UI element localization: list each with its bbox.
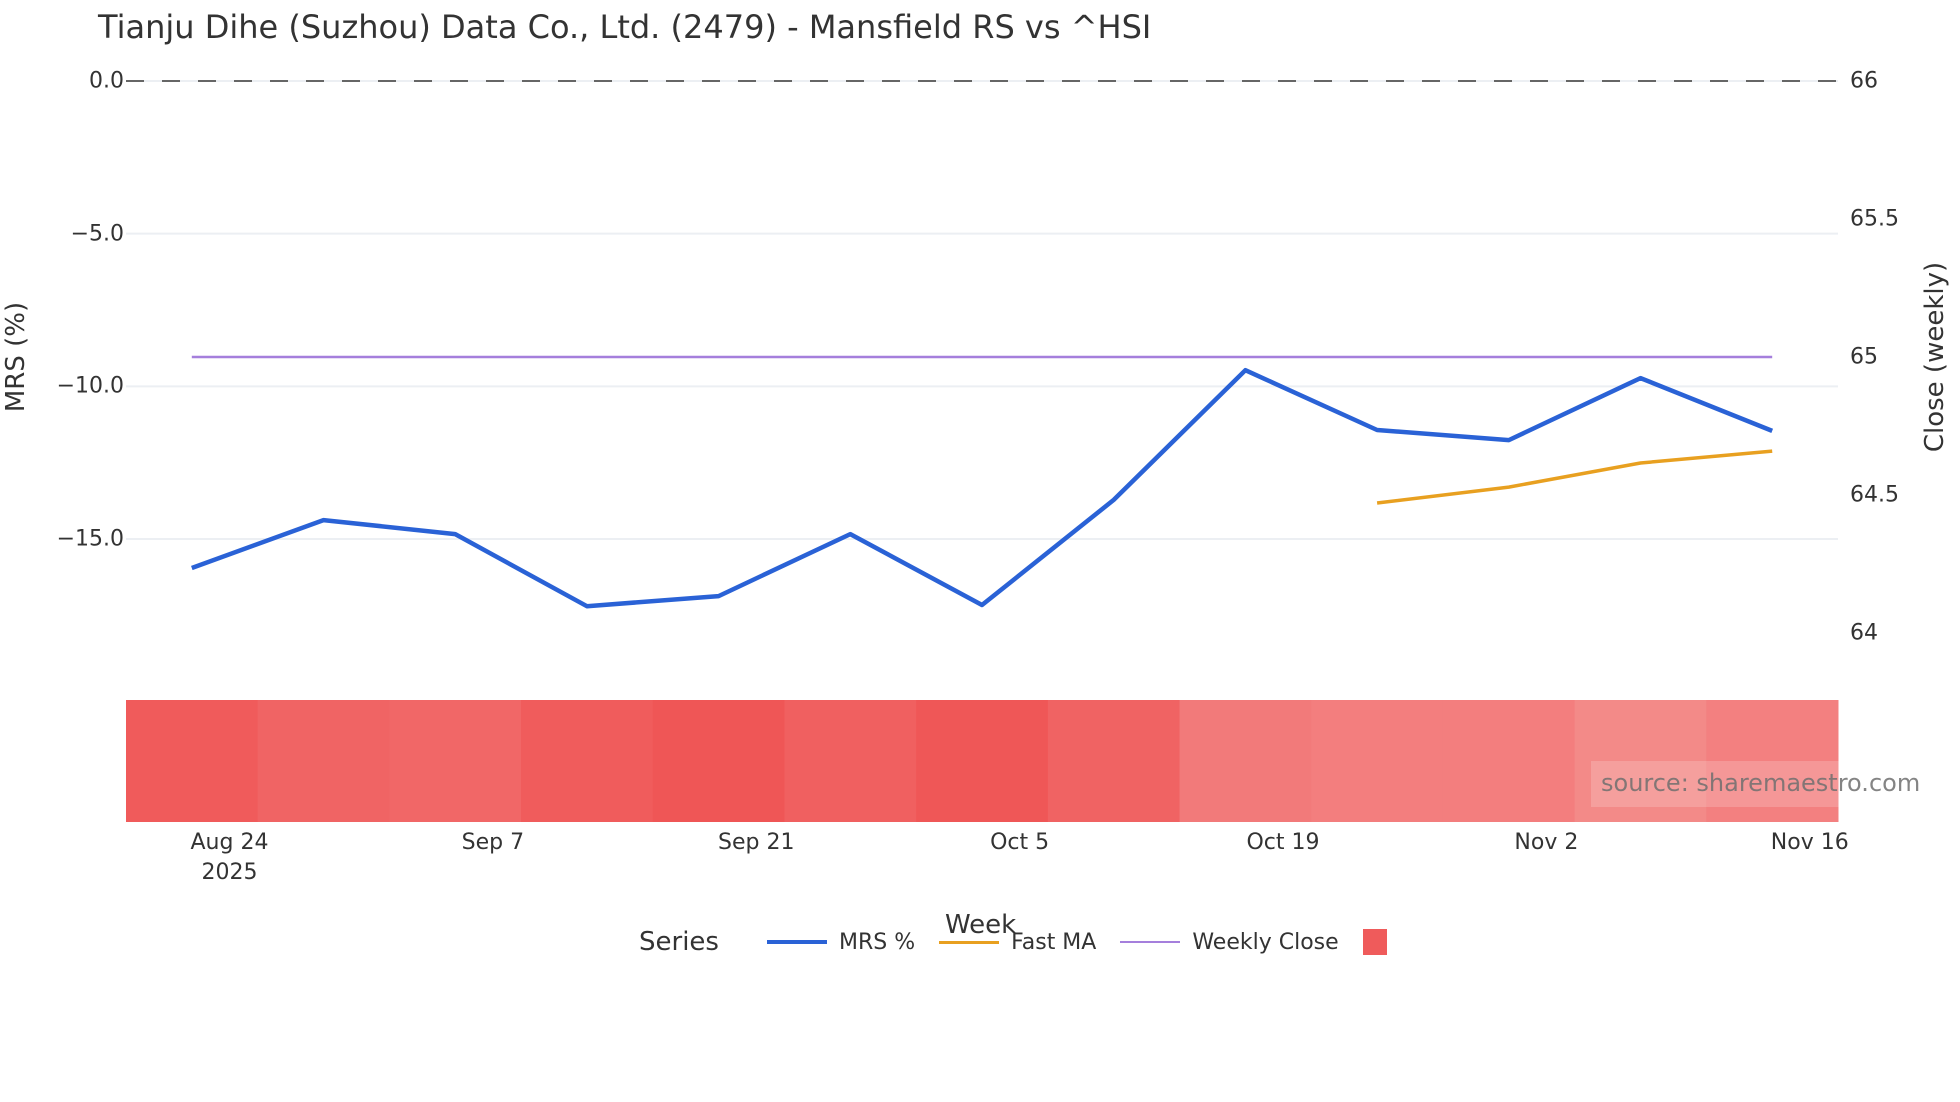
- right-y-tick-label: 64.5: [1850, 482, 1899, 508]
- legend-item[interactable]: Weekly Close: [1120, 929, 1339, 955]
- heatmap-cell: [784, 700, 917, 822]
- x-tick-label: Nov 2: [1514, 828, 1578, 858]
- source-watermark: source: sharemaestro.com: [1601, 769, 1921, 797]
- heatmap-cell: [126, 700, 259, 822]
- legend-item[interactable]: Fast MA: [939, 930, 1096, 955]
- heatmap-cell: [389, 700, 522, 822]
- x-tick-label: Oct 19: [1246, 828, 1319, 858]
- left-y-tick-label: −10.0: [56, 373, 124, 399]
- heatmap-cell: [1574, 700, 1707, 822]
- fast-ma-line: [1376, 449, 1773, 505]
- x-tick-label: Nov 16: [1771, 828, 1849, 858]
- x-tick-date: Aug 24: [190, 830, 269, 855]
- x-tick-label: Aug 24 2025: [190, 828, 268, 888]
- heatmap-cell: [1442, 700, 1576, 822]
- heatmap-cell: [1706, 700, 1839, 822]
- x-tick-date: Oct 19: [1246, 830, 1320, 855]
- legend-label: MRS %: [838, 929, 916, 955]
- x-tick-date: Sep 21: [718, 830, 795, 855]
- left-y-axis-ticks: 0.0 −5.0 −10.0 −15.0: [0, 0, 124, 700]
- legend: Series MRS % Fast MA Weekly Close: [639, 922, 1411, 962]
- heatmap-cell: [916, 700, 1049, 822]
- x-axis-title: Week: [945, 910, 1017, 940]
- legend-line-swatch-icon: [766, 940, 827, 944]
- x-tick-label: Sep 21: [718, 828, 794, 858]
- x-tick-date: Sep 7: [461, 830, 525, 855]
- left-axis-title: MRS (%): [1, 301, 31, 413]
- right-y-tick-label: 65.5: [1850, 206, 1899, 232]
- right-y-axis-ticks: 66 65.5 65 64.5 64: [1850, 0, 1930, 700]
- x-tick-year: 2025: [201, 860, 258, 885]
- x-tick-label: Oct 5: [990, 828, 1049, 858]
- x-tick-label: Sep 7: [462, 828, 524, 858]
- legend-label: Weekly Close: [1192, 929, 1339, 955]
- right-y-tick-label: 65: [1850, 344, 1878, 370]
- source-watermark-box: [1591, 761, 1931, 807]
- chart-title: Tianju Dihe (Suzhou) Data Co., Ltd. (247…: [98, 8, 1152, 46]
- heatmap-cell: [1047, 700, 1181, 822]
- heatmap-cell: [1179, 700, 1312, 822]
- mrs-line: [191, 367, 1774, 609]
- legend-label: Fast MA: [1011, 929, 1097, 955]
- left-y-tick-label: −5.0: [70, 221, 124, 247]
- left-y-tick-label: −15.0: [56, 526, 124, 552]
- left-y-tick-label: 0.0: [89, 68, 124, 94]
- heatmap-cell: [652, 700, 785, 822]
- x-tick-date: Nov 16: [1770, 830, 1849, 855]
- legend-box-swatch-icon: [1362, 929, 1387, 955]
- legend-title: Series: [639, 927, 719, 957]
- legend-item[interactable]: [1362, 929, 1387, 955]
- legend-line-swatch-icon: [1120, 941, 1181, 943]
- heatmap-cell: [521, 700, 654, 822]
- right-axis-title: Close (weekly): [1920, 261, 1950, 453]
- legend-item[interactable]: MRS %: [766, 929, 916, 955]
- heatmap-cell: [257, 700, 390, 822]
- right-y-tick-label: 66: [1850, 68, 1878, 94]
- legend-line-swatch-icon: [939, 940, 1000, 944]
- right-y-tick-label: 64: [1850, 620, 1878, 646]
- x-tick-date: Nov 2: [1514, 830, 1579, 855]
- x-tick-date: Oct 5: [990, 830, 1050, 855]
- heatmap-cell: [1311, 700, 1444, 822]
